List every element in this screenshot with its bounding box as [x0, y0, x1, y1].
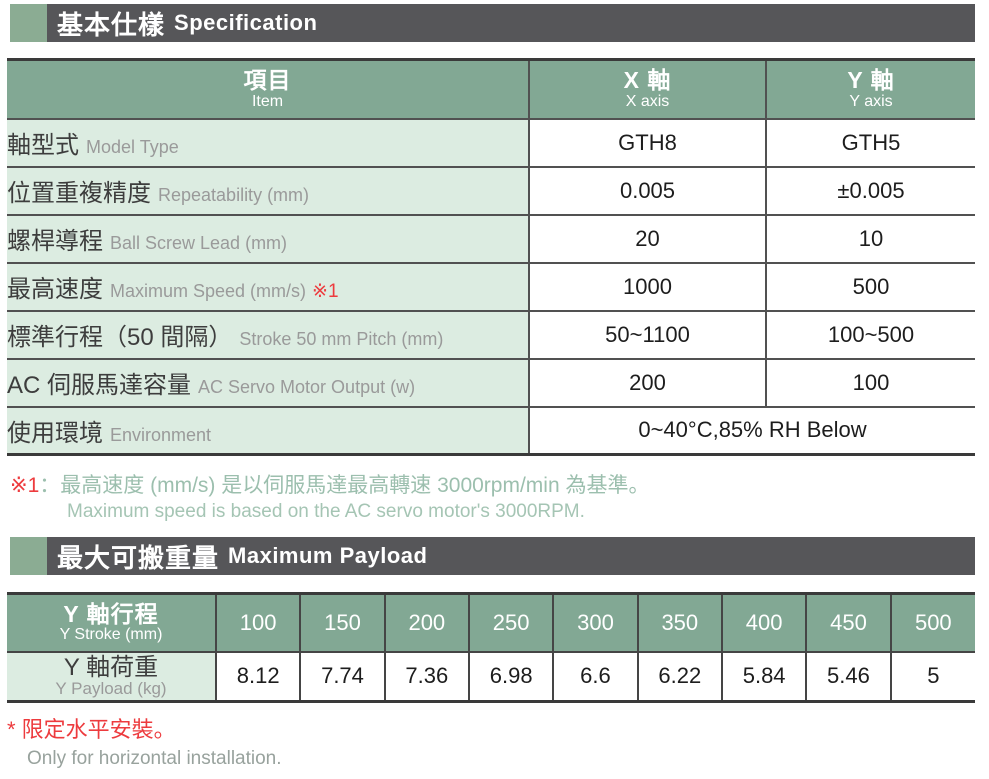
spec-item-en: Ball Screw Lead (mm): [110, 233, 288, 253]
spec-item-footnote-marker: ※1: [312, 281, 339, 302]
payload-value: 6.6: [552, 650, 639, 703]
spec-header-y-en: Y axis: [849, 92, 893, 110]
section-title-zh: 最大可搬重量: [57, 542, 220, 573]
spec-header-row: 項目 Item X 軸 X axis Y 軸 Y axis: [7, 58, 975, 120]
spec-header-x-axis: X 軸 X axis: [528, 58, 767, 120]
spec-value-y: 100: [765, 357, 975, 408]
payload-stroke-value: 350: [636, 592, 723, 653]
spec-item-model-type: 軸型式 Model Type: [7, 117, 530, 168]
payload-weight-header-zh: Y 軸荷重: [63, 653, 159, 681]
payload-stroke-value: 100: [214, 592, 302, 653]
section-title-zh: 基本仕樣: [57, 9, 166, 40]
footnote-max-speed: ※1：最高速度 (mm/s) 是以伺服馬達最高轉速 3000rpm/min 為基…: [10, 473, 649, 523]
payload-weight-row: Y 軸荷重 Y Payload (kg) 8.12 7.74 7.36 6.98…: [7, 650, 975, 703]
spec-item-en: Maximum Speed (mm/s): [110, 281, 307, 301]
spec-item-repeatability: 位置重複精度 Repeatability (mm): [7, 165, 530, 216]
payload-stroke-value: 400: [720, 592, 808, 653]
spec-item-zh: 標準行程（50 間隔）: [7, 324, 233, 351]
payload-value: 7.36: [383, 650, 470, 703]
spec-value-y: ±0.005: [765, 165, 975, 216]
payload-stroke-value: 500: [889, 592, 975, 653]
spec-row-model-type: 軸型式 Model Type GTH8 GTH5: [7, 117, 975, 168]
spec-value-y: 10: [765, 213, 975, 264]
spec-header-item-en: Item: [251, 92, 284, 110]
footnote-line-zh: ※1：最高速度 (mm/s) 是以伺服馬達最高轉速 3000rpm/min 為基…: [10, 473, 649, 499]
spec-row-maximum-speed: 最高速度 Maximum Speed (mm/s) ※1 1000 500: [7, 261, 975, 312]
section-header-maximum-payload: 最大可搬重量 Maximum Payload: [10, 537, 975, 575]
payload-stroke-header-en: Y Stroke (mm): [59, 626, 163, 644]
spec-item-en: AC Servo Motor Output (w): [198, 377, 416, 397]
spec-value-x: 0.005: [528, 165, 767, 216]
footnote-marker: ※1: [10, 474, 40, 497]
payload-value: 5: [889, 650, 975, 703]
payload-stroke-header: Y 軸行程 Y Stroke (mm): [7, 592, 217, 653]
spec-item-en: Environment: [110, 424, 212, 445]
spec-item-servo-motor-output: AC 伺服馬達容量 AC Servo Motor Output (w): [7, 357, 530, 408]
spec-item-zh: 軸型式: [7, 132, 79, 159]
section-title-en: Maximum Payload: [228, 543, 428, 568]
spec-row-servo-motor-output: AC 伺服馬達容量 AC Servo Motor Output (w) 200 1…: [7, 357, 975, 408]
spec-item-en: Repeatability (mm): [158, 185, 310, 205]
payload-value: 8.12: [214, 650, 302, 703]
spec-row-environment: 使用環境 Environment 0~40°C,85% RH Below: [7, 405, 975, 456]
spec-row-repeatability: 位置重複精度 Repeatability (mm) 0.005 ±0.005: [7, 165, 975, 216]
payload-value: 6.22: [636, 650, 723, 703]
spec-value-environment: 0~40°C,85% RH Below: [528, 405, 975, 456]
payload-stroke-value: 200: [383, 592, 470, 653]
spec-value-x: 1000: [528, 261, 767, 312]
spec-item-zh: AC 伺服馬達容量: [7, 372, 192, 399]
spec-header-x-en: X axis: [625, 92, 670, 110]
section-accent-square: [10, 4, 47, 42]
spec-item-ball-screw-lead: 螺桿導程 Ball Screw Lead (mm): [7, 213, 530, 264]
spec-item-zh: 使用環境: [7, 419, 103, 447]
bottom-note-zh: * 限定水平安裝。: [7, 717, 176, 742]
spec-header-y-zh: Y 軸: [847, 67, 895, 94]
payload-weight-header-en: Y Payload (kg): [55, 678, 167, 698]
payload-value: 5.84: [720, 650, 808, 703]
payload-value: 7.74: [299, 650, 386, 703]
payload-stroke-value: 150: [299, 592, 386, 653]
spec-item-en: Stroke 50 mm Pitch (mm): [239, 329, 444, 349]
spec-value-y: 100~500: [765, 309, 975, 360]
payload-stroke-row: Y 軸行程 Y Stroke (mm) 100 150 200 250 300 …: [7, 592, 975, 653]
payload-value: 5.46: [805, 650, 892, 703]
spec-row-ball-screw-lead: 螺桿導程 Ball Screw Lead (mm) 20 10: [7, 213, 975, 264]
spec-header-item-zh: 項目: [243, 67, 292, 94]
bottom-note-en: Only for horizontal installation.: [27, 748, 282, 769]
spec-item-stroke: 標準行程（50 間隔） Stroke 50 mm Pitch (mm): [7, 309, 530, 360]
section-header-specification: 基本仕樣 Specification: [10, 4, 975, 42]
maximum-payload-table: Y 軸行程 Y Stroke (mm) 100 150 200 250 300 …: [7, 592, 975, 703]
section-accent-square: [10, 537, 47, 575]
payload-stroke-header-zh: Y 軸行程: [63, 600, 159, 627]
spec-item-en: Model Type: [86, 137, 179, 157]
spec-header-y-axis: Y 軸 Y axis: [765, 58, 975, 120]
spec-value-x: GTH8: [528, 117, 767, 168]
payload-value: 6.98: [467, 650, 555, 703]
section-title-en: Specification: [174, 10, 318, 35]
spec-item-maximum-speed: 最高速度 Maximum Speed (mm/s) ※1: [7, 261, 530, 312]
payload-stroke-value: 250: [467, 592, 555, 653]
spec-item-environment: 使用環境 Environment: [7, 405, 530, 456]
payload-stroke-value: 450: [805, 592, 892, 653]
payload-stroke-value: 300: [552, 592, 639, 653]
bottom-note-horizontal-installation: * 限定水平安裝。 Only for horizontal installati…: [7, 712, 282, 770]
spec-header-x-zh: X 軸: [623, 67, 672, 94]
spec-value-x: 20: [528, 213, 767, 264]
spec-row-stroke: 標準行程（50 間隔） Stroke 50 mm Pitch (mm) 50~11…: [7, 309, 975, 360]
payload-weight-header: Y 軸荷重 Y Payload (kg): [7, 650, 217, 703]
spec-item-zh: 螺桿導程: [7, 228, 103, 255]
footnote-text-en: Maximum speed is based on the AC servo m…: [67, 501, 585, 523]
spec-value-x: 200: [528, 357, 767, 408]
spec-value-x: 50~1100: [528, 309, 767, 360]
specification-table: 項目 Item X 軸 X axis Y 軸 Y axis 軸型式 Model T…: [7, 58, 975, 456]
spec-item-zh: 最高速度: [7, 276, 103, 303]
spec-header-item: 項目 Item: [7, 58, 530, 120]
spec-item-zh: 位置重複精度: [7, 180, 151, 207]
spec-value-y: 500: [765, 261, 975, 312]
footnote-text-zh: ：最高速度 (mm/s) 是以伺服馬達最高轉速 3000rpm/min 為基準。: [39, 474, 650, 497]
spec-value-y: GTH5: [765, 117, 975, 168]
